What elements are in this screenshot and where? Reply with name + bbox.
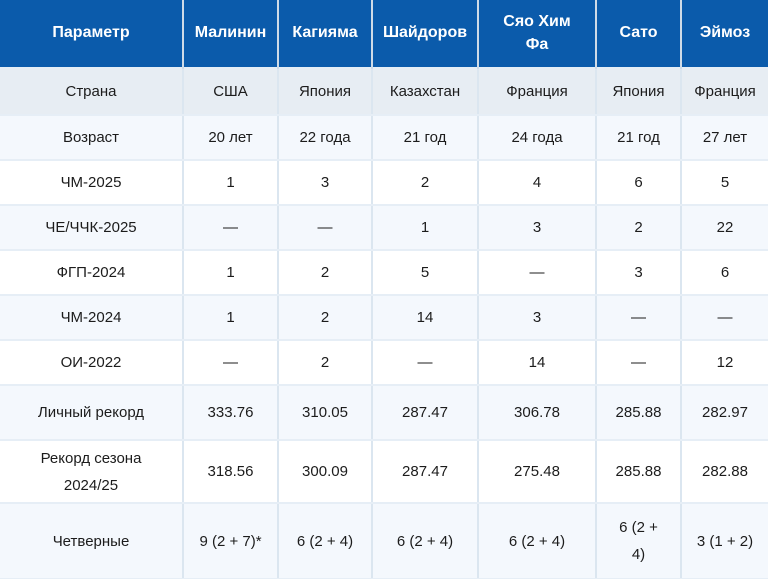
cell-value: 6 (2 + 4): [595, 502, 682, 579]
cell-value: 287.47: [371, 439, 479, 504]
table-row: Возраст 20 лет 22 года 21 год 24 года 21 год 2…: [0, 114, 768, 161]
cell-value: 1: [371, 204, 479, 251]
cell-value: —: [595, 339, 682, 386]
cell-value: 14: [477, 339, 597, 386]
cell-value: —: [371, 339, 479, 386]
cell-value: 3 (1 + 2): [680, 502, 768, 579]
row-label: ЧЕ/ЧЧК-2025: [0, 204, 184, 251]
cell-value: 5: [680, 159, 768, 206]
cell-value: —: [680, 294, 768, 341]
cell-value: 4: [477, 159, 597, 206]
cell-value: Япония: [277, 67, 373, 116]
row-label: ФГП-2024: [0, 249, 184, 296]
header-cell-skater-1: Кагияма: [277, 0, 372, 68]
cell-value: 21 год: [595, 114, 682, 161]
cell-value: —: [182, 339, 279, 386]
cell-value: 318.56: [182, 439, 279, 504]
row-label: Личный рекорд: [0, 384, 184, 441]
cell-value: —: [277, 204, 373, 251]
cell-value: 2: [277, 339, 373, 386]
cell-value: 20 лет: [182, 114, 279, 161]
cell-value: 282.88: [680, 439, 768, 504]
table-header-row: Параметр Малинин Кагияма Шайдоров Сяо Хим Фа…: [0, 0, 768, 68]
cell-value: 3: [477, 294, 597, 341]
table-row: ОИ-2022—2—14—12: [0, 339, 768, 386]
row-label: ОИ-2022: [0, 339, 184, 386]
cell-value: 2: [277, 249, 373, 296]
cell-value: Казахстан: [371, 67, 479, 116]
cell-value: —: [182, 204, 279, 251]
table-row: Четверные 9 (2 + 7)* 6 (2 + 4) 6 (2 + 4) 6 (…: [0, 502, 768, 579]
cell-value: 22 года: [277, 114, 373, 161]
cell-value: 306.78: [477, 384, 597, 441]
cell-value: 310.05: [277, 384, 373, 441]
cell-value: 3: [477, 204, 597, 251]
row-label: Четверные: [0, 502, 184, 579]
cell-value: 3: [277, 159, 373, 206]
cell-value: 9 (2 + 7)*: [182, 502, 279, 579]
cell-value: 24 года: [477, 114, 597, 161]
row-label: ЧМ-2024: [0, 294, 184, 341]
header-cell-skater-0: Малинин: [182, 0, 278, 68]
cell-value: Япония: [595, 67, 682, 116]
header-cell-skater-2: Шайдоров: [371, 0, 478, 68]
cell-value: 1: [182, 294, 279, 341]
table-row: Личный рекорд 333.76 310.05 287.47 306.78 285…: [0, 384, 768, 441]
cell-value: —: [477, 249, 597, 296]
cell-value: 287.47: [371, 384, 479, 441]
cell-value: 14: [371, 294, 479, 341]
cell-value: 3: [595, 249, 682, 296]
cell-value: 1: [182, 249, 279, 296]
cell-value: 2: [277, 294, 373, 341]
cell-value: 6: [595, 159, 682, 206]
cell-value: США: [182, 67, 279, 116]
cell-value: 275.48: [477, 439, 597, 504]
cell-value: 22: [680, 204, 768, 251]
cell-value: 285.88: [595, 384, 682, 441]
table-row: ЧЕ/ЧЧК-2025— —1 3 2 22: [0, 204, 768, 251]
header-cell-param: Параметр: [0, 0, 183, 68]
table-row: ЧМ-2024 1 2 14 3— —: [0, 294, 768, 341]
row-label: Возраст: [0, 114, 184, 161]
row-label: ЧМ-2025: [0, 159, 184, 206]
table-row: ЧМ-2025 1 3 2 4 6 5: [0, 159, 768, 206]
cell-value: —: [595, 294, 682, 341]
table-row: ФГП-2024 1 2 5—3 6: [0, 249, 768, 296]
cell-value: 1: [182, 159, 279, 206]
header-cell-skater-4: Сато: [595, 0, 681, 68]
cell-value: Франция: [477, 67, 597, 116]
cell-value: 27 лет: [680, 114, 768, 161]
cell-value: 6 (2 + 4): [371, 502, 479, 579]
cell-value: 285.88: [595, 439, 682, 504]
table-row: Рекорд сезона 2024/25 318.56 300.09 287.47 2…: [0, 439, 768, 504]
table-row: Страна США Япония Казахстан Франция Япония Фра…: [0, 67, 768, 116]
cell-value: 12: [680, 339, 768, 386]
cell-value: 5: [371, 249, 479, 296]
cell-value: 2: [371, 159, 479, 206]
cell-value: 333.76: [182, 384, 279, 441]
row-label: Рекорд сезона 2024/25: [0, 439, 184, 504]
header-cell-skater-5: Эймоз: [680, 0, 768, 68]
cell-value: 6 (2 + 4): [477, 502, 597, 579]
cell-value: 21 год: [371, 114, 479, 161]
cell-value: 300.09: [277, 439, 373, 504]
header-cell-skater-3: Сяо Хим Фа: [477, 0, 596, 68]
row-label: Страна: [0, 67, 184, 116]
cell-value: 6: [680, 249, 768, 296]
cell-value: 6 (2 + 4): [277, 502, 373, 579]
cell-value: Франция: [680, 67, 768, 116]
cell-value: 282.97: [680, 384, 768, 441]
cell-value: 2: [595, 204, 682, 251]
